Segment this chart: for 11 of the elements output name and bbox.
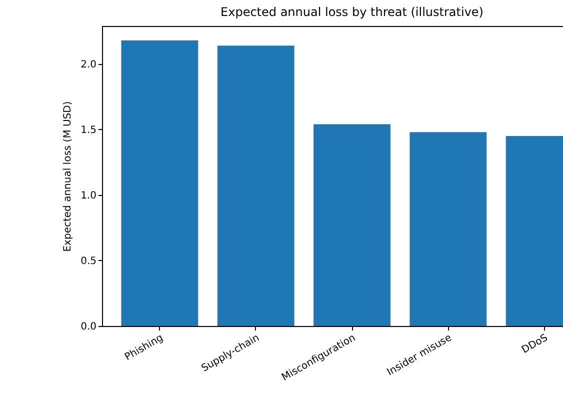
y-tick-label: 1.5 — [80, 124, 96, 136]
chart-title: Expected annual loss by threat (illustrative) — [220, 5, 484, 19]
bar — [410, 132, 487, 326]
bar — [121, 40, 198, 326]
bar — [314, 124, 390, 326]
y-tick-label: 2.0 — [80, 59, 96, 70]
y-tick-label: 1.0 — [80, 190, 96, 202]
bar — [217, 46, 294, 326]
y-tick-label: 0.0 — [80, 322, 96, 332]
y-tick-label: 0.5 — [80, 256, 96, 267]
y-axis-title: Expected annual loss (M USD) — [62, 101, 74, 252]
